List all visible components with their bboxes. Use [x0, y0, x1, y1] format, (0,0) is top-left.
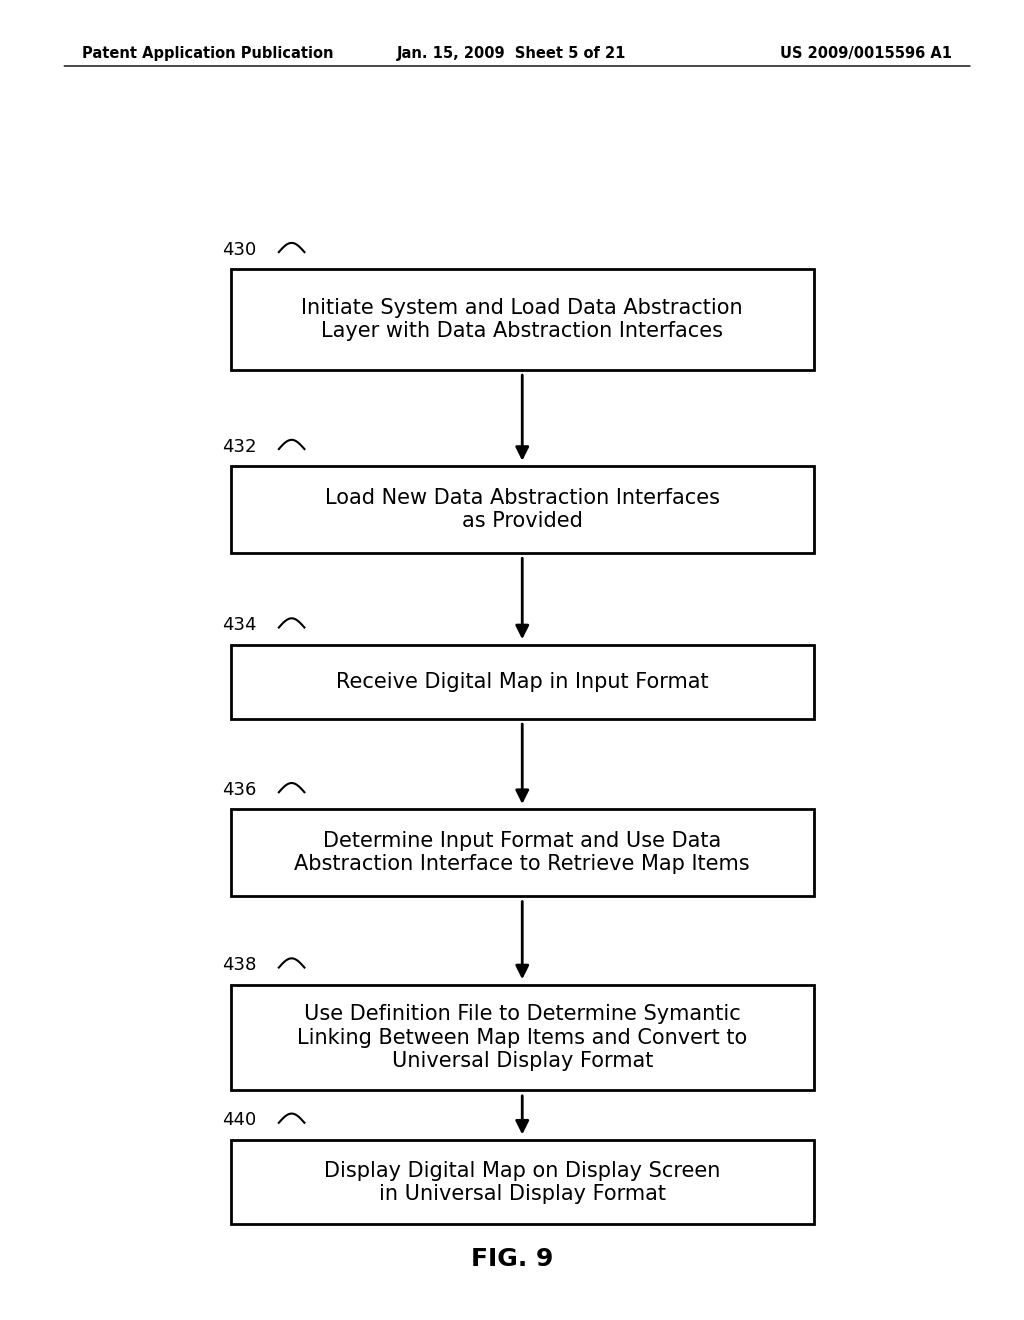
- Text: Patent Application Publication: Patent Application Publication: [82, 46, 334, 61]
- Text: Initiate System and Load Data Abstraction
Layer with Data Abstraction Interfaces: Initiate System and Load Data Abstractio…: [301, 298, 743, 341]
- Text: Display Digital Map on Display Screen
in Universal Display Format: Display Digital Map on Display Screen in…: [324, 1160, 721, 1204]
- Text: 438: 438: [222, 956, 257, 974]
- Text: 432: 432: [222, 438, 257, 455]
- Text: FIG. 9: FIG. 9: [471, 1247, 553, 1271]
- Text: US 2009/0015596 A1: US 2009/0015596 A1: [780, 46, 952, 61]
- Text: 436: 436: [222, 781, 257, 799]
- Text: 430: 430: [222, 240, 257, 259]
- Text: Use Definition File to Determine Symantic
Linking Between Map Items and Convert : Use Definition File to Determine Symanti…: [297, 1005, 748, 1071]
- Text: Determine Input Format and Use Data
Abstraction Interface to Retrieve Map Items: Determine Input Format and Use Data Abst…: [295, 832, 750, 874]
- Text: 440: 440: [222, 1111, 257, 1130]
- Text: 434: 434: [222, 616, 257, 634]
- Text: Load New Data Abstraction Interfaces
as Provided: Load New Data Abstraction Interfaces as …: [325, 488, 720, 531]
- Text: Receive Digital Map in Input Format: Receive Digital Map in Input Format: [336, 672, 709, 692]
- Text: Jan. 15, 2009  Sheet 5 of 21: Jan. 15, 2009 Sheet 5 of 21: [397, 46, 627, 61]
